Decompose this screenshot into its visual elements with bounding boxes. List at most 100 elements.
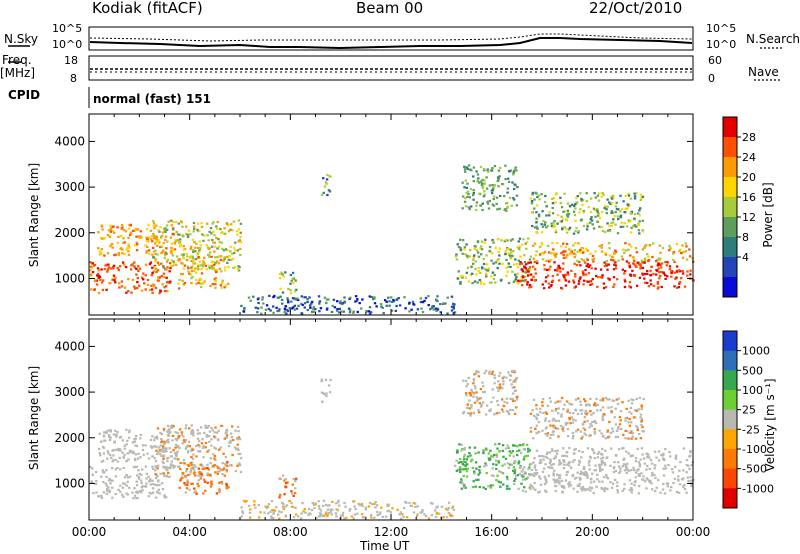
heatmap-cell xyxy=(659,251,662,254)
heatmap-cell xyxy=(267,307,270,311)
heatmap-cell xyxy=(338,301,342,304)
heatmap-cell xyxy=(191,482,194,485)
heatmap-cell xyxy=(151,271,154,274)
heatmap-cell xyxy=(625,260,629,263)
heatmap-cell xyxy=(507,282,511,285)
heatmap-cell xyxy=(643,246,646,249)
heatmap-cell xyxy=(131,263,134,266)
heatmap-cell xyxy=(508,374,512,377)
heatmap-cell xyxy=(548,268,551,271)
heatmap-cell xyxy=(412,502,415,505)
heatmap-cell xyxy=(619,225,623,228)
heatmap-cell xyxy=(165,465,168,469)
heatmap-cell xyxy=(145,240,149,243)
colorbar-tick-label: 4 xyxy=(742,251,749,264)
heatmap-cell xyxy=(123,286,127,289)
heatmap-cell xyxy=(239,452,242,455)
heatmap-cell xyxy=(485,269,488,272)
heatmap-cell xyxy=(117,449,121,452)
heatmap-cell xyxy=(211,283,215,286)
heatmap-cell xyxy=(522,458,526,461)
heatmap-cell xyxy=(212,268,216,271)
heatmap-cell xyxy=(541,398,545,401)
heatmap-cell xyxy=(661,247,665,250)
heatmap-cell xyxy=(545,205,548,208)
heatmap-cell xyxy=(145,477,148,480)
heatmap-cell xyxy=(654,489,657,493)
heatmap-cell xyxy=(678,469,681,472)
heatmap-cell xyxy=(613,215,616,218)
heatmap-cell xyxy=(639,207,642,210)
heatmap-cell xyxy=(128,429,131,432)
heatmap-cell xyxy=(148,491,151,494)
heatmap-cell xyxy=(566,463,569,466)
heatmap-cell xyxy=(481,202,484,205)
heatmap-cell xyxy=(537,421,541,424)
heatmap-cell xyxy=(552,424,555,427)
heatmap-cell xyxy=(630,491,633,494)
heatmap-cell xyxy=(609,464,612,467)
heatmap-cell xyxy=(514,477,517,480)
heatmap-cell xyxy=(456,243,459,246)
heatmap-cell xyxy=(484,462,487,465)
heatmap-cell xyxy=(579,264,582,267)
heatmap-cell xyxy=(573,204,576,208)
heatmap-cell xyxy=(476,173,480,176)
heatmap-cell xyxy=(530,200,534,203)
heatmap-cell xyxy=(656,282,660,285)
heatmap-cell xyxy=(601,229,605,233)
heatmap-cell xyxy=(560,479,564,482)
heatmap-cell xyxy=(498,371,502,375)
heatmap-cell xyxy=(530,468,534,472)
heatmap-cell xyxy=(452,508,456,512)
heatmap-cell xyxy=(158,492,161,495)
heatmap-cell xyxy=(554,401,557,404)
heatmap-cell xyxy=(608,224,611,227)
heatmap-cell xyxy=(217,439,220,442)
heatmap-cell xyxy=(178,465,181,468)
heatmap-cell xyxy=(512,173,515,176)
heatmap-cell xyxy=(178,435,181,438)
heatmap-cell xyxy=(514,166,517,169)
heatmap-cell xyxy=(553,261,556,264)
heatmap-cell xyxy=(435,506,438,509)
heatmap-cell xyxy=(585,472,589,475)
heatmap-cell xyxy=(373,302,377,305)
heatmap-cell xyxy=(165,474,168,477)
colorbar-tick-label: 100 xyxy=(742,384,763,397)
heatmap-cell xyxy=(239,457,243,460)
heatmap-cell xyxy=(326,307,329,310)
heatmap-cell xyxy=(512,469,515,472)
heatmap-cell xyxy=(90,288,93,291)
heatmap-cell xyxy=(214,245,217,248)
heatmap-cell xyxy=(135,273,138,276)
heatmap-cell xyxy=(616,278,619,281)
heatmap-cell xyxy=(207,468,210,471)
heatmap-cell xyxy=(633,259,636,263)
heatmap-cell xyxy=(474,260,477,263)
heatmap-cell xyxy=(325,394,328,398)
heatmap-cell xyxy=(610,258,613,261)
heatmap-cell xyxy=(213,454,217,458)
heatmap-cell xyxy=(103,431,106,434)
heatmap-cell xyxy=(371,502,374,506)
heatmap-cell xyxy=(196,222,200,225)
heatmap-cell xyxy=(289,289,292,292)
heatmap-cell xyxy=(685,464,688,467)
heatmap-cell xyxy=(447,511,451,515)
heatmap-cell xyxy=(136,491,140,494)
heatmap-cell xyxy=(679,270,682,273)
heatmap-cell xyxy=(488,457,492,460)
heatmap-cell xyxy=(192,250,195,254)
heatmap-cell xyxy=(481,381,484,384)
heatmap-cell xyxy=(556,214,560,217)
heatmap-cell xyxy=(361,516,365,519)
heatmap-cell xyxy=(237,240,240,243)
heatmap-cell xyxy=(257,503,260,507)
heatmap-cell xyxy=(507,446,510,449)
heatmap-cell xyxy=(178,233,181,236)
heatmap-cell xyxy=(162,276,166,279)
heatmap-cell xyxy=(643,277,646,280)
heatmap-cell xyxy=(555,229,558,232)
heatmap-cell xyxy=(634,265,638,268)
